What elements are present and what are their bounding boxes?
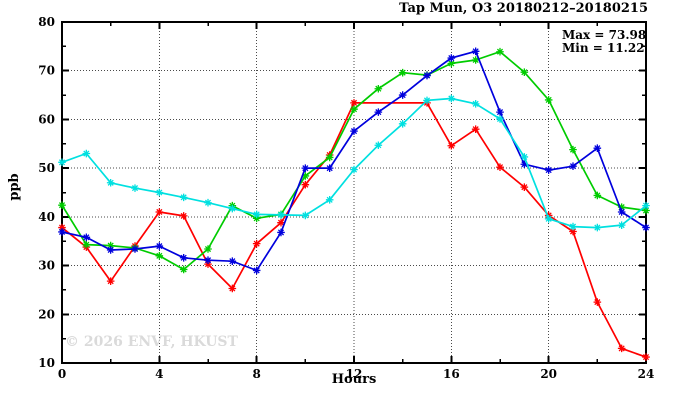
y-tick-label: 70 [38,64,55,78]
series-markers-series-green [58,47,650,274]
y-tick-label: 60 [38,112,55,126]
max-annotation: Max = 73.98 [562,28,647,42]
series-markers-series-cyan [58,94,650,232]
y-tick-label: 10 [38,356,55,370]
x-tick-label: 0 [58,367,66,381]
chart-title: Tap Mun, O3 20180212–20180215 [399,1,648,16]
series-markers-series-red [58,99,650,361]
x-tick-label: 24 [638,367,655,381]
y-tick-label: 50 [38,161,55,175]
y-tick-label: 30 [38,259,55,273]
y-tick-label: 20 [38,307,55,321]
y-tick-label: 80 [38,15,55,29]
watermark: © 2026 ENVF, HKUST [65,334,238,350]
y-axis-title: ppb [7,173,22,201]
series-markers-series-blue [58,47,650,275]
x-tick-label: 16 [443,367,460,381]
y-tick-label: 40 [38,210,55,224]
x-tick-label: 20 [540,367,557,381]
x-axis-title: Hours [331,372,377,387]
min-annotation: Min = 11.22 [562,41,645,55]
x-tick-label: 4 [155,367,163,381]
x-tick-label: 12 [346,367,363,381]
x-tick-label: 8 [252,367,260,381]
